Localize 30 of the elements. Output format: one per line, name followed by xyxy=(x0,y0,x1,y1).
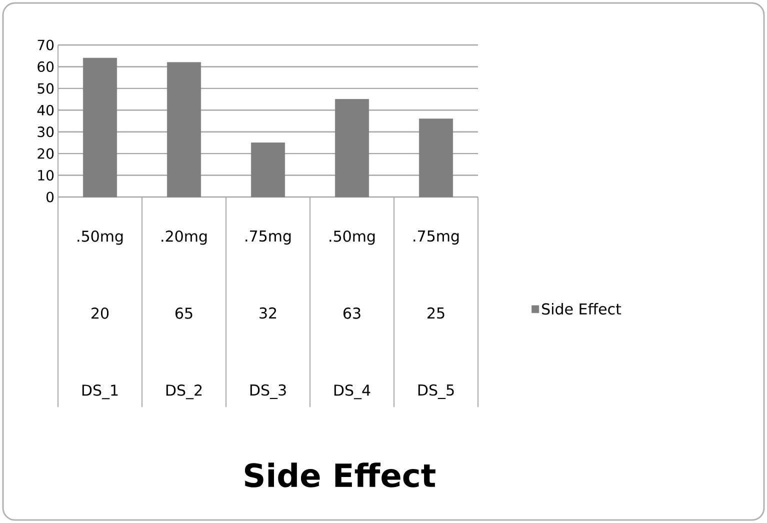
bar xyxy=(335,99,369,198)
legend-label: Side Effect xyxy=(542,303,622,315)
bar xyxy=(419,118,453,198)
y-tick-label: 50 xyxy=(38,83,54,94)
text: 65 xyxy=(176,308,192,319)
y-tick-label: 30 xyxy=(38,126,54,138)
y-tick-label: 60 xyxy=(38,61,54,72)
x-tick-label: .50mg xyxy=(330,230,375,245)
text: 63 xyxy=(344,308,360,319)
y-tick-label: 0 xyxy=(46,192,54,202)
bar xyxy=(83,58,117,198)
text: 25 xyxy=(428,307,444,319)
text: Side Effect xyxy=(244,462,436,488)
text: DS_2 xyxy=(166,384,202,400)
text: DS_1 xyxy=(82,384,118,400)
text: 32 xyxy=(260,307,276,319)
x-tick-label: .75mg xyxy=(246,230,291,245)
x-tick-label: .75mg xyxy=(414,230,459,245)
bar xyxy=(251,142,285,198)
y-tick-label: 20 xyxy=(38,148,54,159)
x-tick-label: .20mg xyxy=(162,230,207,245)
x-tick-label: .50mg xyxy=(78,230,123,245)
y-tick-label: 40 xyxy=(37,104,54,116)
text: 20 xyxy=(92,308,109,319)
bar xyxy=(167,62,201,198)
text: DS_4 xyxy=(334,384,370,400)
y-tick-label: 70 xyxy=(38,40,54,50)
text: DS_5 xyxy=(418,384,454,399)
text: DS_3 xyxy=(250,384,286,399)
y-tick-label: 10 xyxy=(38,170,54,181)
